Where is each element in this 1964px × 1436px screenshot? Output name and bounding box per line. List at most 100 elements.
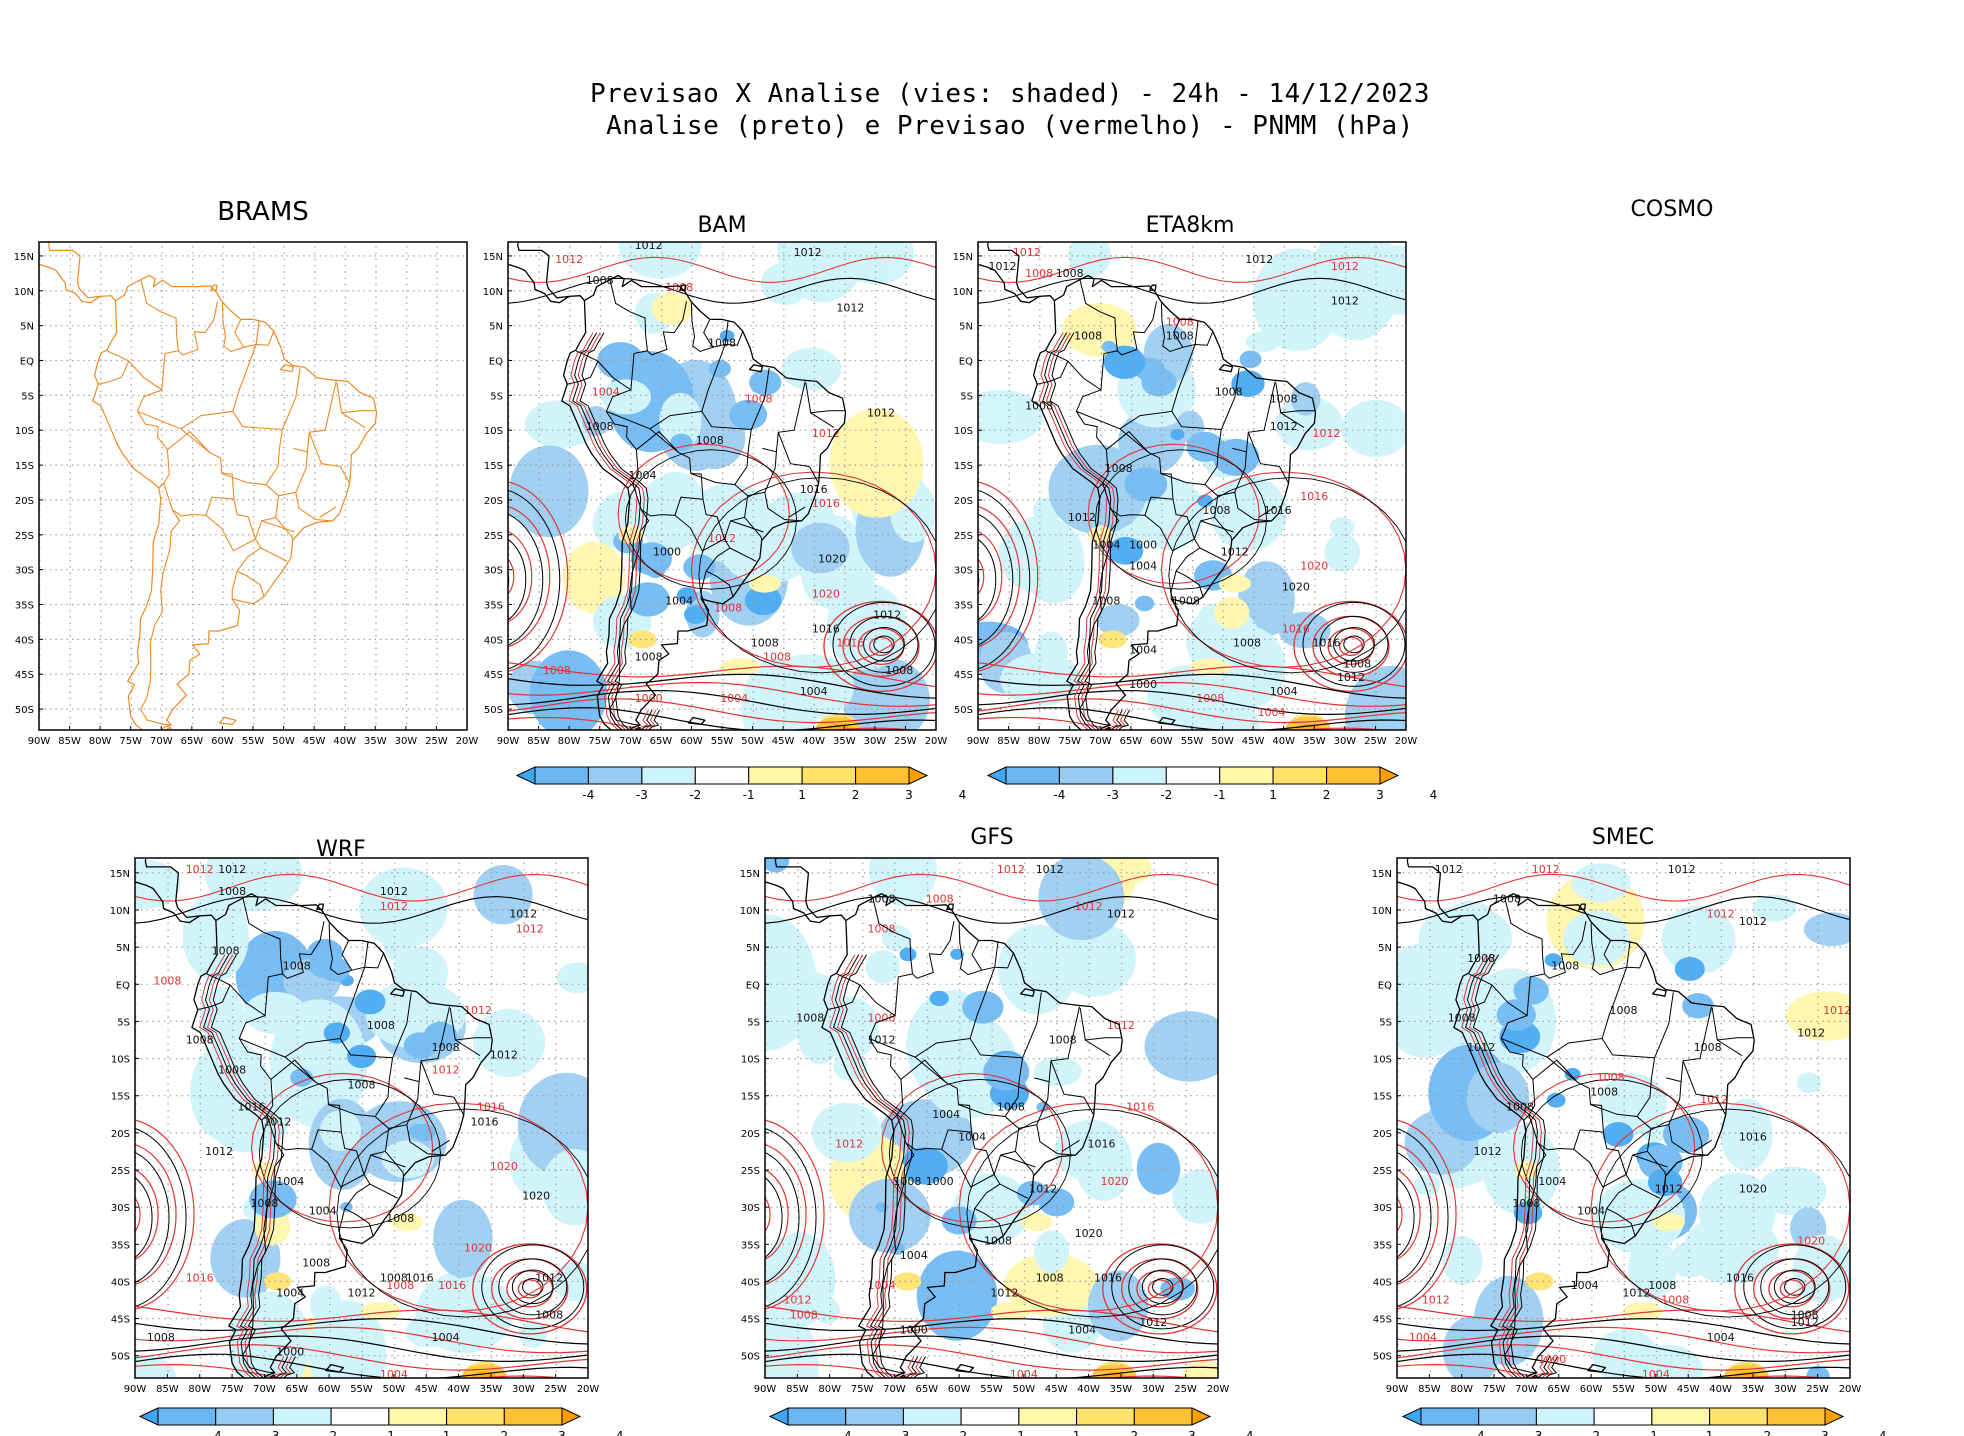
political-border [1668, 1124, 1708, 1156]
isobar-label: 1016 [1282, 622, 1310, 635]
lon-tick-label: 80W [558, 736, 581, 747]
political-border [431, 1139, 450, 1152]
lon-tick-label: 45W [303, 736, 326, 747]
isobar-label: 1008 [1590, 1086, 1618, 1099]
political-border [567, 360, 599, 385]
lon-tick-label: 30W [1142, 1384, 1165, 1395]
isobar-label: 1016 [1726, 1271, 1754, 1284]
colorbar-tick-label: 4 [1430, 788, 1438, 802]
lat-tick-label: EQ [489, 357, 503, 368]
isobar-label: 1004 [900, 1249, 928, 1262]
political-border [339, 967, 366, 1039]
political-border [971, 940, 983, 971]
political-border [231, 570, 238, 599]
colorbar-tick-label: -2 [955, 1429, 967, 1436]
lon-tick-label: 60W [680, 736, 703, 747]
colorbar-segment [1076, 1407, 1135, 1426]
isobar-label: 1000 [1538, 1353, 1566, 1366]
lat-tick-label: 30S [15, 566, 34, 577]
lon-tick-label: 45W [772, 736, 795, 747]
isobar-label: 1004 [1409, 1331, 1437, 1344]
political-border [1078, 509, 1120, 726]
isobar-label: 1012 [1467, 1041, 1495, 1054]
lat-tick-label: 25S [954, 531, 973, 542]
isobar-label: 1012 [535, 1271, 563, 1284]
political-border [1075, 389, 1109, 489]
lat-tick-label: 50S [484, 705, 503, 716]
isobar-label: 1012 [868, 1034, 896, 1047]
colorbar-segment [1766, 1407, 1826, 1426]
colorbar-tick-label: -4 [1473, 1429, 1485, 1436]
lat-tick-label: 15S [741, 1092, 760, 1103]
colorbar-arrow-right [908, 766, 929, 785]
political-border [1654, 992, 1674, 1058]
lat-tick-label: 15N [953, 252, 973, 263]
lat-tick-label: 5S [960, 391, 973, 402]
lat-tick-label: 35S [954, 601, 973, 612]
isobar-label: 1008 [1105, 462, 1133, 475]
lat-tick-label: 5S [490, 391, 503, 402]
political-border [958, 1104, 1006, 1117]
isobar-label: 1012 [1422, 1294, 1450, 1307]
lon-tick-label: 40W [1709, 1384, 1732, 1395]
political-border [608, 509, 650, 726]
lat-tick-label: 50S [1373, 1352, 1392, 1363]
bias-shading-gfs [765, 858, 1218, 1378]
colorbar-tick-label: -3 [1530, 1429, 1542, 1436]
political-border [1117, 301, 1157, 356]
isobar-label: 1020 [1282, 581, 1310, 594]
political-border [328, 1104, 376, 1117]
colorbar-tick-label: 3 [558, 1429, 566, 1436]
isobar-label: 1008 [885, 664, 913, 677]
lon-tick-label: 60W [211, 736, 234, 747]
map-area-brams [39, 242, 467, 730]
isobar-label: 1004 [1068, 1323, 1096, 1336]
lon-tick-label: 35W [1303, 736, 1326, 747]
colorbar-tick-label: -4 [1053, 788, 1065, 802]
isobar-label: 1016 [1300, 490, 1328, 503]
panel-title-eta8km: ETA8km [1146, 213, 1235, 238]
lon-tick-label: 65W [650, 736, 673, 747]
isobar-label: 1012 [783, 1294, 811, 1307]
lat-tick-label: 10S [15, 426, 34, 437]
lat-tick-label: 35S [484, 601, 503, 612]
isobar-label: 1012 [635, 239, 663, 252]
lat-tick-label: 25S [741, 1166, 760, 1177]
colorbar-tick-label: -1 [1013, 1429, 1025, 1436]
isobar-label: 1012 [1331, 295, 1359, 308]
axes-smec: 90W 85W 80W 75W 70W 65W 60W 55W 50W 45W 40W 35W 30W 2… [1372, 869, 1862, 1395]
lon-tick-label: 55W [350, 1384, 373, 1395]
lat-tick-label: 25S [111, 1166, 130, 1177]
lon-tick-label: 90W [754, 1384, 777, 1395]
lon-tick-label: 55W [1612, 1384, 1635, 1395]
political-border [701, 344, 726, 412]
political-border [605, 389, 639, 489]
isobar-label: 1008 [868, 893, 896, 906]
lon-tick-label: 80W [89, 736, 112, 747]
lat-tick-label: 10S [111, 1055, 130, 1066]
isobar-label: 1016 [1739, 1130, 1767, 1143]
lat-tick-label: EQ [20, 357, 34, 368]
political-border [994, 941, 999, 968]
isobar-label: 1008 [1506, 1101, 1534, 1114]
lat-tick-label: 5S [747, 1017, 760, 1028]
political-border [260, 547, 288, 562]
colorbar-segment [787, 1407, 847, 1426]
isobar-label: 1012 [989, 260, 1017, 273]
lat-tick-label: EQ [1378, 980, 1392, 991]
isobar-label: 1000 [635, 692, 663, 705]
isobar-label: 1016 [812, 622, 840, 635]
lat-tick-label: 45S [954, 670, 973, 681]
lon-tick-label: 85W [786, 1384, 809, 1395]
isobar-label: 1012 [1797, 1026, 1825, 1039]
colorbar-tick-label: 2 [1763, 1429, 1771, 1436]
colorbar-segment [1478, 1407, 1537, 1426]
lat-tick-label: 20S [15, 496, 34, 507]
lon-tick-label: 20W [1839, 1384, 1862, 1395]
central-america-outline [135, 881, 217, 924]
island-outline [679, 284, 687, 291]
isobar-label: 1016 [477, 1101, 505, 1114]
central-america-outline [1406, 858, 1462, 919]
